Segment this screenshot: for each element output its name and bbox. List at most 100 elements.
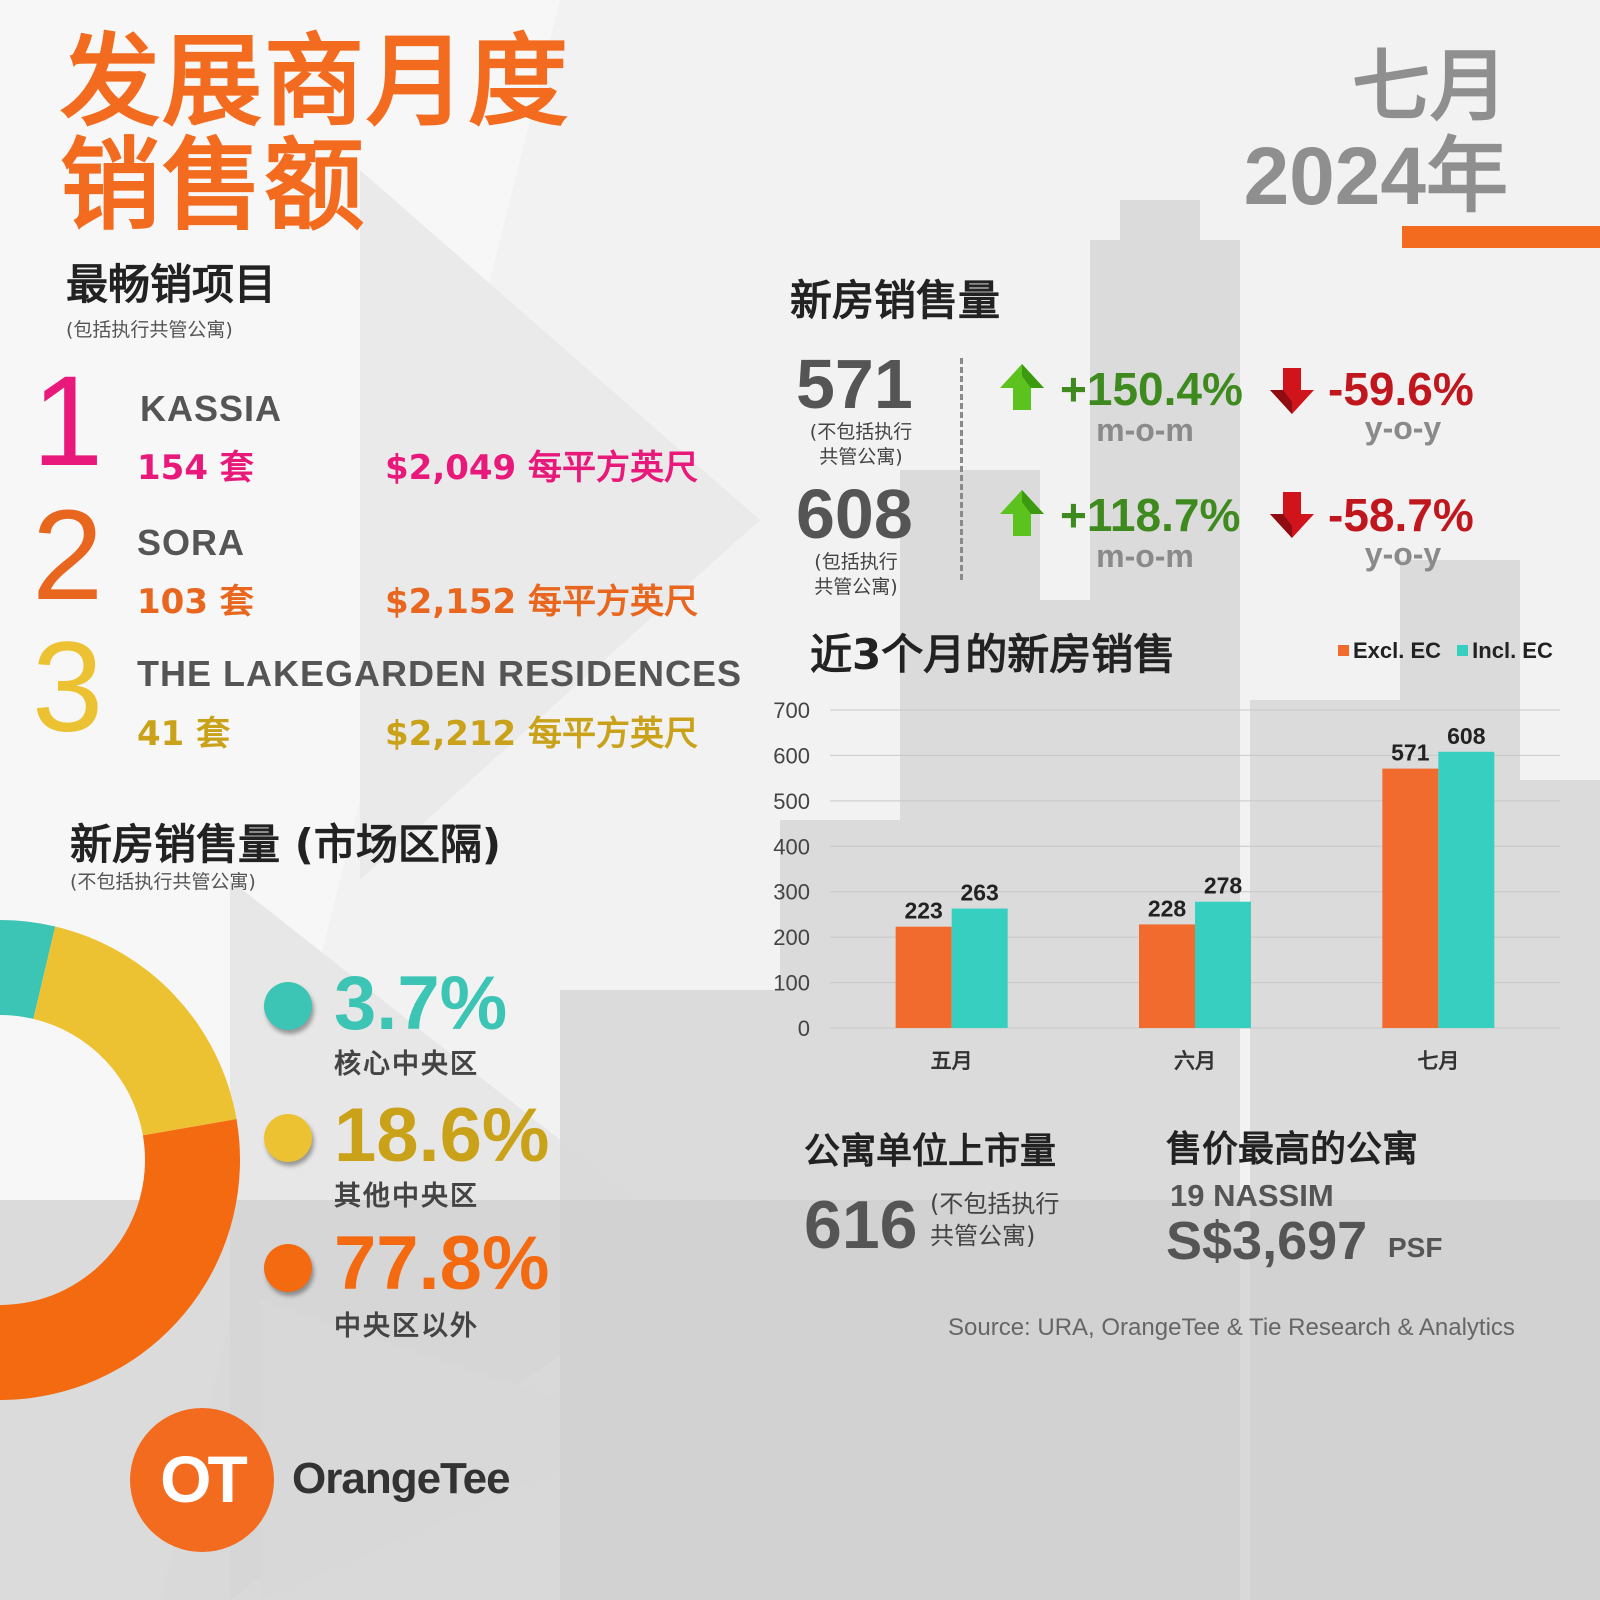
legend-swatch-incl bbox=[1457, 644, 1469, 656]
data-label: 278 bbox=[1204, 873, 1243, 899]
supply-note: (不包括执行 共管公寓) bbox=[930, 1188, 1059, 1252]
bar bbox=[1195, 901, 1251, 1028]
accent-bar bbox=[1402, 226, 1600, 248]
ocr-dot bbox=[264, 1244, 312, 1292]
y-tick-label: 400 bbox=[773, 834, 810, 859]
arrow-down-icon bbox=[1270, 368, 1314, 414]
ccr-label: 核心中央区 bbox=[334, 1049, 479, 1080]
data-label: 263 bbox=[960, 880, 998, 906]
brand-name: OrangeTee bbox=[292, 1454, 511, 1503]
ocr-percent: 77.8% bbox=[334, 1221, 550, 1306]
note-line: 共管公寓) bbox=[819, 446, 903, 468]
x-tick-label: 七月 bbox=[1417, 1049, 1459, 1073]
bar bbox=[1382, 768, 1439, 1028]
note-line: 共管公寓) bbox=[814, 576, 898, 598]
top-price-unit: PSF bbox=[1388, 1232, 1443, 1263]
bar-chart: 700 600 500 400 300 200 100 0 223 263 五月 228 278 六月 57… bbox=[773, 698, 1560, 1073]
bar bbox=[1139, 924, 1195, 1028]
page-title: 发展商月度 销售额 bbox=[60, 30, 570, 238]
project-price: $2,049 每平方英尺 bbox=[385, 448, 699, 488]
data-label: 223 bbox=[904, 898, 942, 924]
data-label: 228 bbox=[1148, 895, 1187, 921]
mom-label: m-o-m bbox=[1096, 538, 1194, 574]
sales-incl-ec-note: (包括执行 共管公寓) bbox=[796, 550, 916, 600]
arrow-up-icon bbox=[1000, 364, 1044, 410]
note-line: (不包括执行 bbox=[930, 1190, 1060, 1218]
rcr-label: 其他中央区 bbox=[334, 1181, 479, 1212]
data-label: 608 bbox=[1447, 723, 1486, 749]
sales-excl-ec-value: 571 bbox=[796, 345, 913, 423]
y-tick-label: 600 bbox=[773, 743, 810, 768]
market-segment-heading: 新房销售量 (市场区隔) bbox=[70, 820, 502, 869]
y-tick-label: 500 bbox=[773, 789, 810, 814]
rank-number: 2 bbox=[32, 484, 104, 627]
project-units: 154 套 bbox=[137, 448, 254, 488]
project-units: 103 套 bbox=[137, 582, 254, 622]
yoy-label: y-o-y bbox=[1364, 410, 1442, 446]
y-tick-label: 200 bbox=[773, 925, 810, 950]
project-name: THE LAKEGARDEN RESIDENCES bbox=[137, 653, 743, 694]
legend-swatch-excl bbox=[1338, 644, 1349, 656]
note-line: (不包括执行 bbox=[809, 421, 913, 443]
ccr-percent: 3.7% bbox=[334, 961, 508, 1046]
period-month: 七月 bbox=[1351, 42, 1508, 132]
mom-change-incl: +118.7% bbox=[1060, 489, 1241, 541]
project-name: KASSIA bbox=[140, 388, 283, 429]
title-line-2: 销售额 bbox=[60, 127, 366, 244]
chart-legend: Excl. EC Incl. EC bbox=[1338, 638, 1553, 664]
bar bbox=[895, 926, 952, 1028]
supply-value: 616 bbox=[804, 1187, 918, 1263]
rcr-percent: 18.6% bbox=[334, 1093, 550, 1178]
y-tick-label: 0 bbox=[798, 1016, 810, 1041]
rank-number: 3 bbox=[32, 616, 104, 759]
mom-label: m-o-m bbox=[1096, 412, 1194, 448]
source-note: Source: URA, OrangeTee & Tie Research & … bbox=[948, 1314, 1515, 1341]
top-sellers-heading: 最畅销项目 bbox=[66, 260, 277, 309]
top-price-value: S$3,697 bbox=[1166, 1211, 1368, 1271]
supply-heading: 公寓单位上市量 bbox=[804, 1131, 1057, 1172]
donut-slice bbox=[0, 920, 56, 1019]
donut-slice bbox=[33, 926, 237, 1136]
project-price: $2,212 每平方英尺 bbox=[385, 714, 699, 754]
project-price: $2,152 每平方英尺 bbox=[385, 582, 699, 622]
legend-label-excl: Excl. EC bbox=[1353, 638, 1442, 663]
y-tick-label: 100 bbox=[773, 971, 810, 996]
legend-label-incl: Incl. EC bbox=[1472, 638, 1553, 663]
y-tick-label: 700 bbox=[773, 698, 810, 723]
title-line-1: 发展商月度 bbox=[60, 23, 570, 140]
market-segment-note: (不包括执行共管公寓) bbox=[70, 871, 256, 893]
x-tick-label: 五月 bbox=[931, 1049, 973, 1073]
top-price-project: 19 NASSIM bbox=[1170, 1178, 1334, 1213]
bar bbox=[1438, 751, 1495, 1028]
sales-incl-ec-value: 608 bbox=[796, 475, 913, 553]
x-tick-label: 六月 bbox=[1174, 1049, 1216, 1073]
yoy-change-excl: -59.6% bbox=[1328, 363, 1474, 415]
yoy-change-incl: -58.7% bbox=[1328, 489, 1474, 541]
logo-monogram: OT bbox=[160, 1442, 248, 1516]
y-tick-label: 300 bbox=[773, 880, 810, 905]
bar bbox=[951, 908, 1008, 1028]
project-units: 41 套 bbox=[137, 714, 231, 754]
chart-title: 近3个月的新房销售 bbox=[810, 630, 1176, 679]
note-line: (包括执行 bbox=[814, 551, 898, 573]
new-home-sales-heading: 新房销售量 bbox=[790, 276, 1001, 325]
rcr-dot bbox=[264, 1114, 312, 1162]
ccr-dot bbox=[264, 982, 312, 1030]
top-price-heading: 售价最高的公寓 bbox=[1166, 1129, 1419, 1170]
arrow-down-icon bbox=[1270, 492, 1314, 538]
project-name: SORA bbox=[137, 522, 246, 563]
yoy-label: y-o-y bbox=[1364, 536, 1442, 572]
top-sellers-note: (包括执行共管公寓) bbox=[66, 319, 233, 341]
sales-excl-ec-note: (不包括执行 共管公寓) bbox=[796, 420, 926, 470]
period-year: 2024年 bbox=[1243, 131, 1508, 222]
dashed-divider bbox=[960, 358, 963, 580]
note-line: 共管公寓) bbox=[930, 1222, 1036, 1250]
donut-slice bbox=[0, 920, 240, 1400]
orangetee-logo: OT bbox=[130, 1408, 274, 1552]
arrow-up-icon bbox=[1000, 490, 1044, 536]
mom-change-excl: +150.4% bbox=[1060, 363, 1243, 415]
data-label: 571 bbox=[1391, 740, 1430, 766]
ocr-label: 中央区以外 bbox=[334, 1311, 479, 1342]
segment-donut-chart bbox=[0, 920, 240, 1400]
